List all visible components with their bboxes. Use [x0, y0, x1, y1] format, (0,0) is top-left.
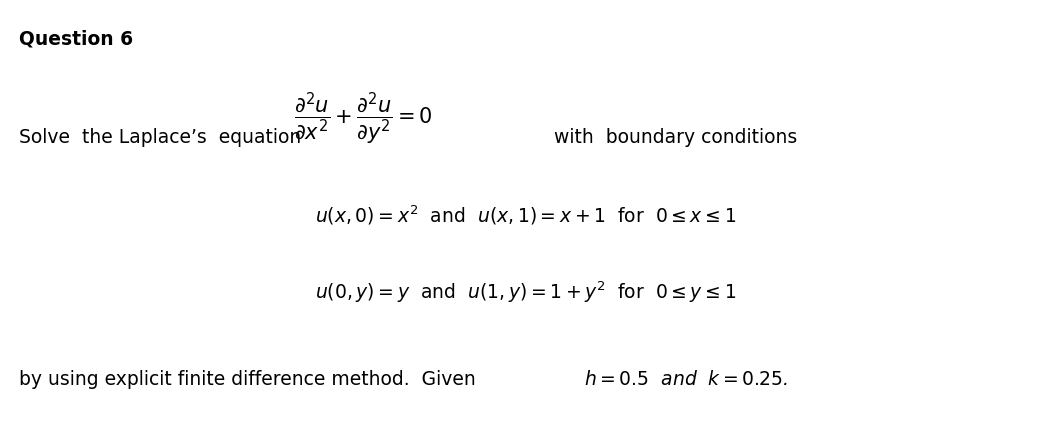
Text: $u(x, 0) = x^2$  and  $u(x, 1) = x + 1$  for  $0 \leq x \leq 1$: $u(x, 0) = x^2$ and $u(x, 1) = x + 1$ fo…: [316, 203, 736, 227]
Text: Question 6: Question 6: [19, 30, 133, 49]
Text: $h = 0.5$  and  $k = 0.25$.: $h = 0.5$ and $k = 0.25$.: [584, 370, 788, 389]
Text: Solve  the Laplace’s  equation: Solve the Laplace’s equation: [19, 128, 307, 147]
Text: $\dfrac{\partial^2 u}{\partial x^2} + \dfrac{\partial^2 u}{\partial y^2} = 0$: $\dfrac{\partial^2 u}{\partial x^2} + \d…: [294, 91, 432, 147]
Text: by using explicit finite difference method.  Given: by using explicit finite difference meth…: [19, 370, 482, 389]
Text: $u(0, y) = y$  and  $u(1, y) = 1 + y^2$  for  $0 \leq y \leq 1$: $u(0, y) = y$ and $u(1, y) = 1 + y^2$ fo…: [316, 279, 736, 305]
Text: with  boundary conditions: with boundary conditions: [542, 128, 797, 147]
